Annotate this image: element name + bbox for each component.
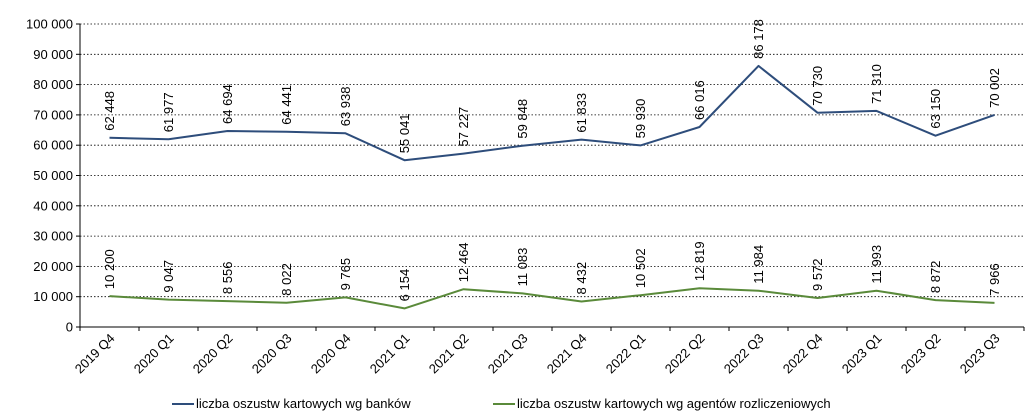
y-tick-label: 90 000 <box>33 47 73 62</box>
data-label-series-1: 59 848 <box>515 99 530 139</box>
x-tick-label: 2020 Q4 <box>308 331 354 377</box>
data-label-series-2: 11 984 <box>751 245 766 284</box>
data-label-series-1: 64 441 <box>279 85 294 125</box>
y-tick-label: 30 000 <box>33 229 73 244</box>
data-label-series-2: 12 819 <box>692 241 707 281</box>
data-label-series-1: 70 002 <box>987 68 1002 108</box>
data-label-series-1: 63 150 <box>928 89 943 129</box>
y-tick-label: 10 000 <box>33 289 73 304</box>
legend-label-1: liczba oszustw kartowych wg banków <box>196 396 411 411</box>
data-label-series-2: 8 556 <box>220 262 235 295</box>
y-tick-label: 70 000 <box>33 107 73 122</box>
x-tick-label: 2021 Q2 <box>426 331 472 377</box>
data-label-series-2: 11 993 <box>869 245 884 284</box>
x-tick-label: 2023 Q1 <box>839 331 885 377</box>
x-tick-label: 2023 Q2 <box>898 331 944 377</box>
data-label-series-1: 64 694 <box>220 84 235 124</box>
series-line-2 <box>109 287 995 310</box>
data-label-series-2: 11 083 <box>515 248 530 287</box>
data-label-series-2: 9 572 <box>810 258 825 291</box>
x-tick-label: 2021 Q1 <box>367 331 413 377</box>
data-label-series-2: 7 966 <box>987 263 1002 296</box>
x-tick-label: 2020 Q1 <box>131 331 177 377</box>
y-tick-label: 0 <box>66 320 73 335</box>
x-tick-label: 2020 Q2 <box>190 331 236 377</box>
axes <box>76 23 1025 331</box>
x-tick-label: 2022 Q2 <box>662 331 708 377</box>
x-tick-label: 2021 Q3 <box>485 331 531 377</box>
x-tick-label: 2019 Q4 <box>72 331 118 377</box>
y-tick-label: 100 000 <box>26 17 73 32</box>
data-label-series-1: 71 310 <box>869 64 884 104</box>
data-label-series-2: 12 464 <box>456 242 471 282</box>
data-label-series-1: 59 930 <box>633 99 648 139</box>
series-line-1 <box>109 64 995 162</box>
data-label-series-1: 70 730 <box>810 66 825 106</box>
y-tick-labels: 0 10 000 20 000 30 000 40 000 50 000 60 000 70 … <box>26 17 73 335</box>
x-tick-label: 2022 Q1 <box>603 331 649 377</box>
y-tick-label: 60 000 <box>33 138 73 153</box>
legend: liczba oszustw kartowych wg banków liczba… <box>172 396 831 411</box>
series-lines <box>109 64 995 310</box>
x-tick-label: 2021 Q4 <box>544 331 590 377</box>
data-label-series-2: 8 022 <box>279 263 294 296</box>
legend-label-2: liczba oszustw kartowych wg agentów rozl… <box>517 396 831 411</box>
x-tick-label: 2023 Q3 <box>957 331 1003 377</box>
y-tick-label: 50 000 <box>33 168 73 183</box>
data-labels: 62 448 61 977 64 694 64 441 63 938 55 041 57 2… <box>102 19 1002 301</box>
data-label-series-2: 10 502 <box>633 248 648 288</box>
x-tick-labels: 2019 Q4 2020 Q1 2020 Q2 2020 Q3 2020 Q4 2021 … <box>72 331 1003 377</box>
x-tick-label: 2022 Q4 <box>780 331 826 377</box>
data-label-series-1: 86 178 <box>751 19 766 59</box>
data-label-series-1: 62 448 <box>102 91 117 131</box>
data-label-series-1: 66 016 <box>692 80 707 120</box>
data-label-series-1: 61 833 <box>574 93 589 133</box>
data-label-series-2: 6 154 <box>397 269 412 302</box>
data-label-series-1: 61 977 <box>161 92 176 132</box>
data-label-series-1: 55 041 <box>397 113 412 153</box>
y-tick-label: 80 000 <box>33 77 73 92</box>
data-label-series-2: 10 200 <box>102 249 117 289</box>
data-label-series-2: 9 765 <box>338 258 353 291</box>
data-label-series-1: 63 938 <box>338 87 353 127</box>
data-label-series-1: 57 227 <box>456 107 471 147</box>
x-tick-label: 2022 Q3 <box>721 331 767 377</box>
y-tick-label: 20 000 <box>33 259 73 274</box>
y-tick-label: 40 000 <box>33 198 73 213</box>
data-label-series-2: 8 872 <box>928 261 943 294</box>
data-label-series-2: 9 047 <box>161 260 176 293</box>
x-tick-label: 2020 Q3 <box>249 331 295 377</box>
data-label-series-2: 8 432 <box>574 262 589 295</box>
